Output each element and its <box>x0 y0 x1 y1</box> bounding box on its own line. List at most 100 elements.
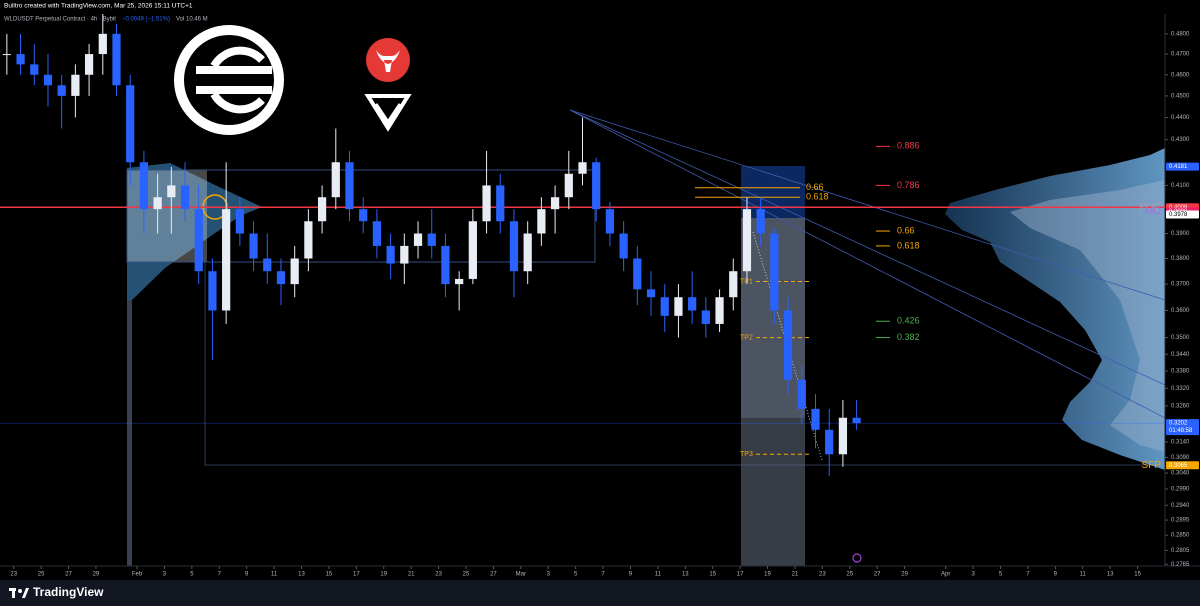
x-tick-label: 15 <box>1134 572 1141 578</box>
x-tick-label: 27 <box>874 572 881 578</box>
candle-body <box>811 408 820 430</box>
bull-logo <box>366 38 410 82</box>
y-tick-label: 0.3700 <box>1171 282 1190 288</box>
candle-body <box>30 64 39 75</box>
candle-body <box>756 209 765 234</box>
x-tick-label: 23 <box>435 572 442 578</box>
candle-body <box>482 185 491 222</box>
x-tick-label: 3 <box>163 572 167 578</box>
x-tick-label: 19 <box>380 572 387 578</box>
x-tick-label: 27 <box>65 572 72 578</box>
volume: Vol 10.46 M <box>176 17 208 23</box>
candle-body <box>550 197 560 210</box>
footer-bar <box>0 580 1200 606</box>
price-tag-label: 0.3202 <box>1169 421 1188 427</box>
candle-body <box>455 278 464 285</box>
x-tick-label: 29 <box>901 572 908 578</box>
y-tick-label: 0.4700 <box>1171 52 1190 58</box>
trendline <box>569 109 1166 301</box>
y-tick-label: 0.4800 <box>1171 31 1190 37</box>
y-tick-label: 0.2990 <box>1171 487 1190 493</box>
x-tick-label: 7 <box>1026 572 1030 578</box>
candle-body <box>578 162 587 174</box>
candle-body <box>605 209 615 234</box>
candle-body <box>276 271 286 285</box>
price-axis <box>1165 14 1200 566</box>
header-caption: Bulltro created with TradingView.com, Ma… <box>4 3 193 10</box>
candle-body <box>496 185 505 222</box>
x-tick-label: 23 <box>819 572 826 578</box>
x-tick-label: 23 <box>10 572 17 578</box>
tag-note: SFP <box>1142 460 1162 471</box>
candle-body <box>98 33 107 55</box>
y-tick-label: 0.2765 <box>1171 562 1190 568</box>
price-tag-label: 0.3065 <box>1169 463 1188 469</box>
x-tick-label: 17 <box>737 572 744 578</box>
x-tick-label: 21 <box>792 572 799 578</box>
candle-body <box>468 221 477 279</box>
y-tick-label: 0.3380 <box>1171 369 1190 375</box>
candle-body <box>592 162 601 210</box>
candle-body <box>112 33 121 86</box>
level-label: 0.66 <box>897 225 915 235</box>
x-tick-label: 5 <box>574 572 578 578</box>
x-tick-label: 5 <box>190 572 194 578</box>
level-label: TP2 <box>740 334 753 341</box>
x-tick-label: 25 <box>846 572 853 578</box>
alert-icon <box>852 553 862 563</box>
price-tag <box>1166 162 1199 171</box>
symbol: WLDUSDT Perpetual Contract · 4h · Bybit <box>4 17 116 23</box>
y-tick-label: 0.3140 <box>1171 440 1190 446</box>
y-tick-label: 0.2805 <box>1171 548 1190 554</box>
candle-body <box>742 209 752 272</box>
candle-body <box>619 233 628 259</box>
y-tick-label: 0.3600 <box>1171 308 1190 314</box>
countdown: 01:48:58 <box>1169 428 1193 434</box>
candle-body <box>701 310 710 324</box>
x-tick-label: 13 <box>1107 572 1114 578</box>
candle-body <box>43 74 53 86</box>
candle-body <box>331 162 340 198</box>
candle-body <box>852 417 861 424</box>
candle-body <box>688 297 697 311</box>
candle-body <box>564 173 573 198</box>
footer-brand: TradingView <box>33 585 104 599</box>
candle-body <box>674 297 683 316</box>
y-tick-label: 0.2895 <box>1171 518 1190 524</box>
level-label: 0.66 <box>806 182 824 192</box>
profile-stem <box>127 300 132 566</box>
x-tick-label: 11 <box>1080 572 1087 578</box>
x-tick-label: 27 <box>490 572 497 578</box>
x-tick-label: 25 <box>38 572 45 578</box>
y-tick-label: 0.3500 <box>1171 335 1190 341</box>
candle-body <box>660 297 669 316</box>
y-tick-label: 0.3800 <box>1171 256 1190 262</box>
y-tick-label: 0.2850 <box>1171 533 1190 539</box>
candle-body <box>509 221 519 272</box>
x-tick-label: 3 <box>547 572 551 578</box>
path-projection <box>752 231 823 461</box>
trendline <box>569 109 1166 386</box>
price-change: −0.0049 (−1.51%) <box>122 17 170 23</box>
candle-body <box>783 310 793 380</box>
price-tag <box>1166 461 1199 470</box>
candle-body <box>16 54 25 65</box>
candle-body <box>427 233 436 246</box>
level-label: 0.886 <box>897 141 920 151</box>
candle-body <box>249 233 258 259</box>
level-label: 0.426 <box>897 316 920 326</box>
candle-body <box>646 289 656 298</box>
candle-body <box>386 245 395 264</box>
x-tick-label: 15 <box>709 572 716 578</box>
x-tick-label: 15 <box>326 572 333 578</box>
candle-body <box>71 74 80 96</box>
x-tick-label: 9 <box>245 572 249 578</box>
x-tick-label: Feb <box>132 572 143 578</box>
trendline <box>569 109 1166 419</box>
x-tick-label: 13 <box>298 572 305 578</box>
price-tag <box>1166 419 1199 436</box>
candle-body <box>537 209 546 234</box>
x-tick-label: 19 <box>764 572 771 578</box>
